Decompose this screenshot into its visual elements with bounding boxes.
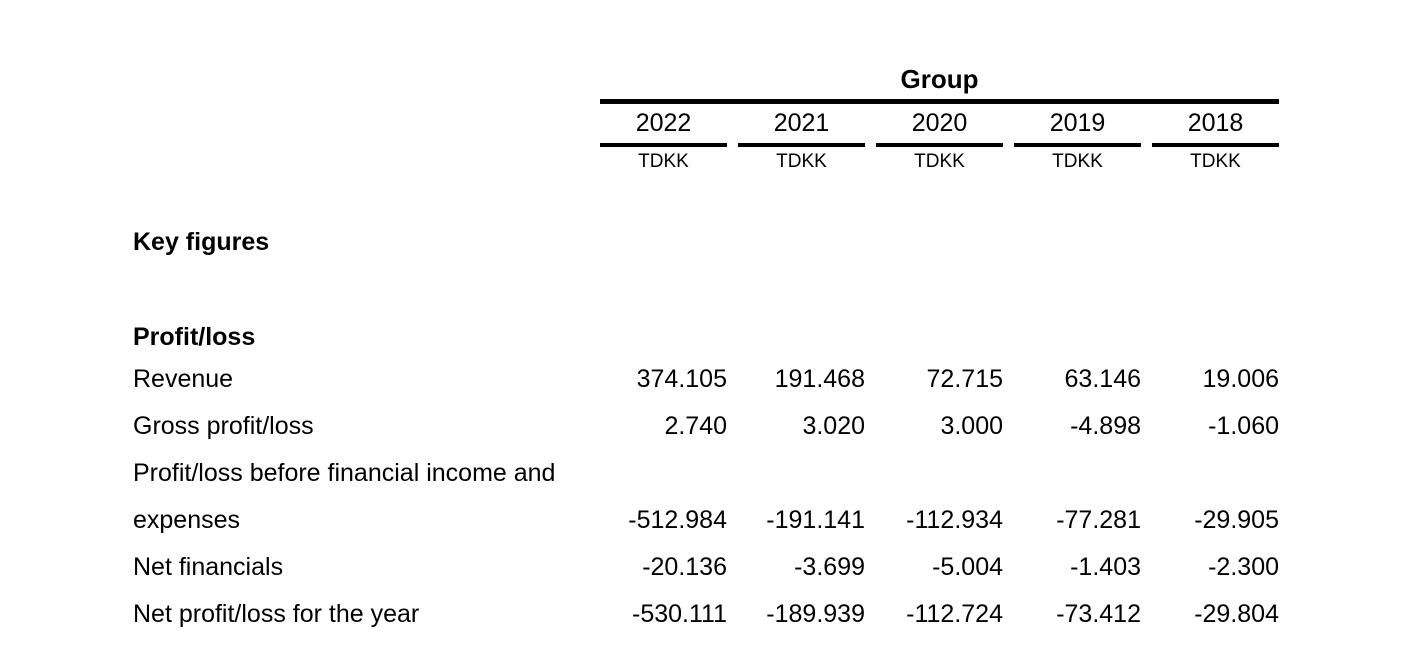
cell-value: -20.136 xyxy=(642,553,727,581)
cell-value: -4.898 xyxy=(1070,412,1141,440)
row-label: Gross profit/loss xyxy=(133,412,314,440)
cell-value: -73.412 xyxy=(1056,600,1141,628)
unit-label: TDKK xyxy=(1052,151,1103,172)
group-column-title: Group xyxy=(900,64,979,94)
cell-value: -5.004 xyxy=(932,553,1003,581)
year-header-2020: 2020 xyxy=(876,109,1003,147)
year-header-2021: 2021 xyxy=(738,109,865,147)
table-row-net-financials: Net financials -20.136 -3.699 -5.004 -1.… xyxy=(133,553,1279,582)
table-row-net-profit-loss: Net profit/loss for the year -530.111 -1… xyxy=(133,600,1279,629)
unit-label: TDKK xyxy=(1190,151,1241,172)
cell-value: -1.060 xyxy=(1208,412,1279,440)
cell-value: -77.281 xyxy=(1056,506,1141,534)
cell-value: -112.934 xyxy=(906,506,1003,534)
section-heading-profit-loss: Profit/loss xyxy=(133,323,256,351)
year-header-2018: 2018 xyxy=(1152,109,1279,147)
year-header-2022: 2022 xyxy=(600,109,727,147)
table-row-revenue: Revenue 374.105 191.468 72.715 63.146 19… xyxy=(133,365,1279,394)
cell-value: -29.804 xyxy=(1194,600,1279,628)
row-label: expenses xyxy=(133,506,241,534)
row-label: Net profit/loss for the year xyxy=(133,600,420,628)
year-header-row: 2022 2021 2020 2019 2018 xyxy=(600,109,1279,147)
unit-label: TDKK xyxy=(914,151,965,172)
section-row-profit-loss: Profit/loss xyxy=(133,323,1279,352)
cell-value: -3.699 xyxy=(794,553,865,581)
cell-value: -530.111 xyxy=(632,600,727,628)
unit-header-row: TDKK TDKK TDKK TDKK TDKK xyxy=(600,151,1279,174)
cell-value: -191.141 xyxy=(766,506,865,534)
cell-value: 19.006 xyxy=(1202,365,1279,393)
cell-value: 63.146 xyxy=(1064,365,1141,393)
cell-value: -112.724 xyxy=(906,600,1003,628)
cell-value: 3.000 xyxy=(940,412,1003,440)
cell-value: -1.403 xyxy=(1070,553,1141,581)
table-row-gross-profit-loss: Gross profit/loss 2.740 3.020 3.000 -4.8… xyxy=(133,412,1279,441)
unit-label: TDKK xyxy=(638,151,689,172)
cell-value: -2.300 xyxy=(1208,553,1279,581)
unit-label: TDKK xyxy=(776,151,827,172)
table-row-ebit: expenses -512.984 -191.141 -112.934 -77.… xyxy=(133,506,1279,535)
cell-value: 72.715 xyxy=(926,365,1003,393)
group-header-rule xyxy=(600,99,1279,104)
cell-value: 374.105 xyxy=(636,365,727,393)
cell-value: -189.939 xyxy=(766,600,865,628)
table-row-ebit-label-line1: Profit/loss before financial income and xyxy=(133,459,1279,488)
cell-value: -29.905 xyxy=(1194,506,1279,534)
cell-value: -512.984 xyxy=(628,506,727,534)
year-header-2019: 2019 xyxy=(1014,109,1141,147)
row-label: Net financials xyxy=(133,553,284,581)
cell-value: 191.468 xyxy=(774,365,865,393)
cell-value: 2.740 xyxy=(664,412,727,440)
row-label: Revenue xyxy=(133,365,234,393)
cell-value: 3.020 xyxy=(802,412,865,440)
section-row-key-figures: Key figures xyxy=(133,228,1279,257)
row-label: Profit/loss before financial income and xyxy=(133,459,556,487)
section-heading-key-figures: Key figures xyxy=(133,228,270,256)
